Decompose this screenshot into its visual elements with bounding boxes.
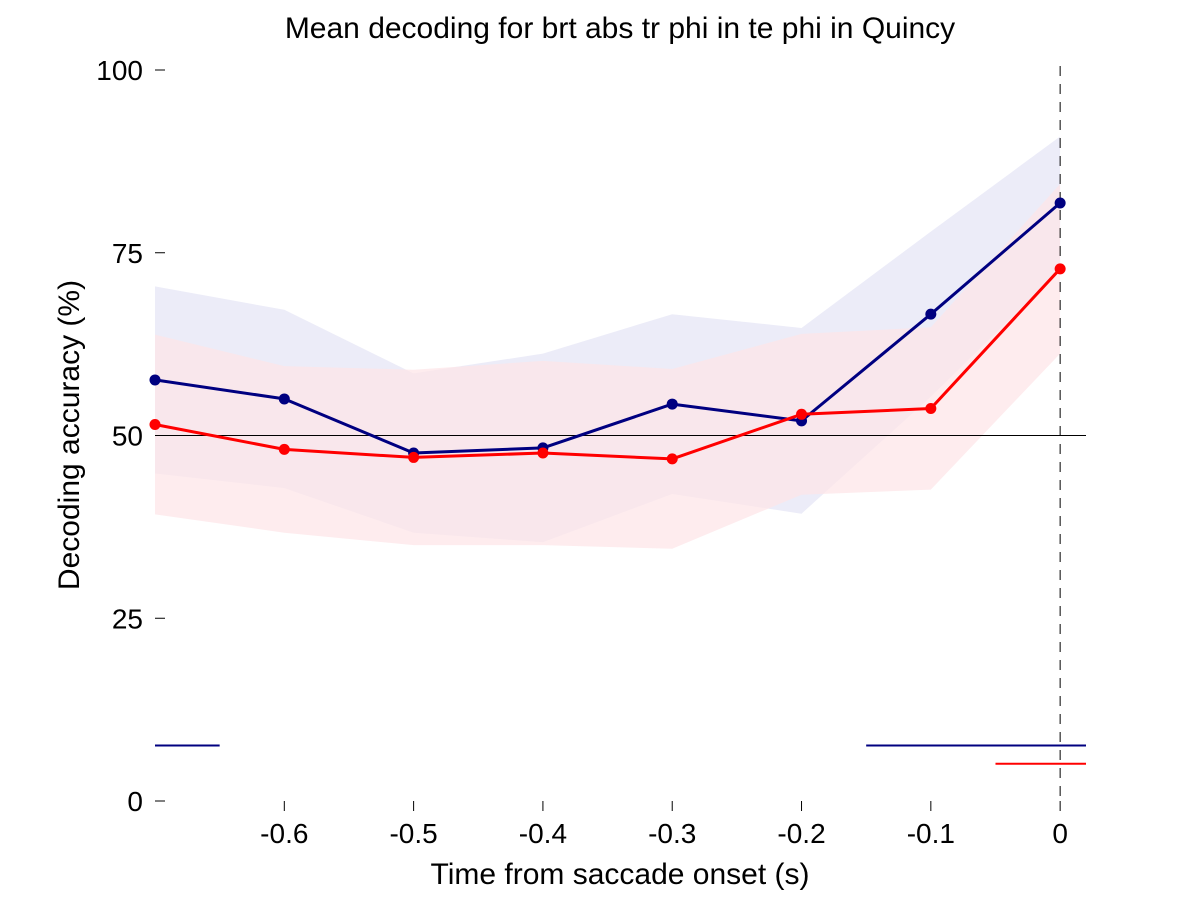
y-tick-label: 100 (96, 55, 143, 86)
data-point (1054, 263, 1066, 275)
x-tick-label: -0.3 (648, 818, 696, 849)
x-tick-label: -0.4 (519, 818, 567, 849)
chart-title: Mean decoding for brt abs tr phi in te p… (285, 12, 955, 45)
data-point (149, 419, 161, 431)
y-tick-label: 75 (112, 238, 143, 269)
data-point (408, 451, 420, 463)
data-point (796, 408, 808, 420)
series-lines (154, 201, 1062, 461)
x-tick-label: -0.5 (389, 818, 437, 849)
data-point (925, 402, 937, 414)
axes: 0 25 50 75 100 -0.6 -0.5 -0.4 -0.3 -0.2 -0.1 0 (96, 55, 1068, 849)
data-point (537, 447, 549, 459)
x-axis-label: Time from saccade onset (s) (431, 858, 810, 891)
data-point (666, 453, 678, 465)
data-point (149, 374, 161, 386)
y-tick-label: 0 (127, 786, 143, 817)
series-points (149, 197, 1066, 465)
data-point (1054, 197, 1066, 209)
x-tick-label: -0.6 (260, 818, 308, 849)
data-point (278, 443, 290, 455)
data-point (666, 398, 678, 410)
series-line-1 (154, 267, 1062, 461)
x-tick-label: -0.2 (777, 818, 825, 849)
series-line-0 (154, 201, 1062, 455)
x-tick-label: -0.1 (907, 818, 955, 849)
data-point (925, 308, 937, 320)
y-axis-label: Decoding accuracy (%) (53, 280, 86, 590)
y-tick-label: 25 (112, 603, 143, 634)
x-tick-label: 0 (1052, 818, 1068, 849)
y-tick-label: 50 (112, 421, 143, 452)
data-point (278, 393, 290, 405)
confidence-bands (155, 136, 1061, 549)
confidence-band-1 (155, 184, 1061, 549)
reference-lines (155, 66, 1086, 801)
significance-bars (155, 744, 1086, 765)
